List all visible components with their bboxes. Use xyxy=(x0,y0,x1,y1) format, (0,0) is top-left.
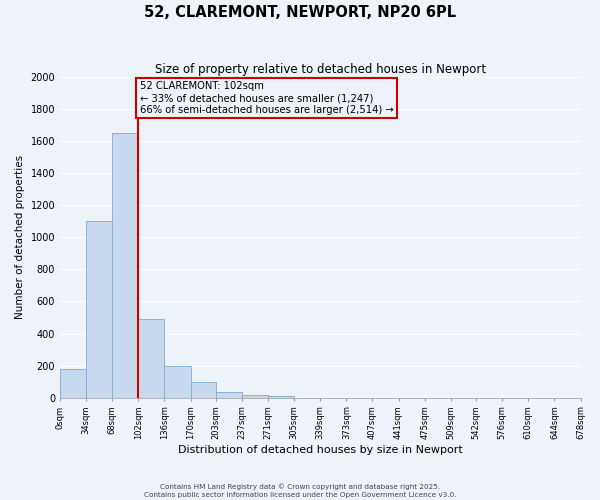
Text: 52, CLAREMONT, NEWPORT, NP20 6PL: 52, CLAREMONT, NEWPORT, NP20 6PL xyxy=(144,5,456,20)
Bar xyxy=(60,369,86,398)
Bar xyxy=(112,133,139,398)
Title: Size of property relative to detached houses in Newport: Size of property relative to detached ho… xyxy=(155,62,486,76)
Bar xyxy=(139,319,164,398)
Text: Contains HM Land Registry data © Crown copyright and database right 2025.
Contai: Contains HM Land Registry data © Crown c… xyxy=(144,484,456,498)
Bar xyxy=(86,221,112,398)
Text: 52 CLAREMONT: 102sqm
← 33% of detached houses are smaller (1,247)
66% of semi-de: 52 CLAREMONT: 102sqm ← 33% of detached h… xyxy=(140,82,394,114)
Bar xyxy=(191,382,216,398)
Bar xyxy=(268,396,294,398)
X-axis label: Distribution of detached houses by size in Newport: Distribution of detached houses by size … xyxy=(178,445,463,455)
Y-axis label: Number of detached properties: Number of detached properties xyxy=(15,155,25,320)
Bar xyxy=(216,392,242,398)
Bar xyxy=(242,394,268,398)
Bar xyxy=(164,366,191,398)
